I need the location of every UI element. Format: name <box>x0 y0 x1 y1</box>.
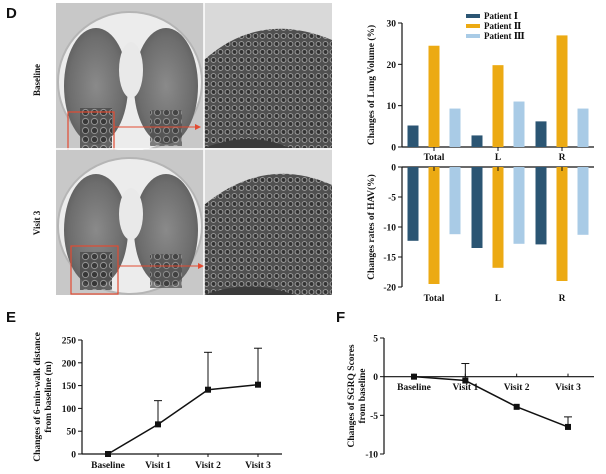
data-point <box>255 381 261 388</box>
y-tick-label: 10 <box>387 102 397 112</box>
walk-distance-chart: 0 50 100 150 200 250 Changes of 6-min-walk dis… <box>33 332 282 471</box>
ct-row1-label: Baseline <box>32 64 42 96</box>
x-tick-label: L <box>495 153 501 163</box>
y-tick-label: -10 <box>365 451 378 461</box>
legend-swatch <box>466 34 480 38</box>
bar <box>535 121 547 147</box>
y-tick-label: 0 <box>391 164 396 174</box>
legend-label: Patient Ⅰ <box>484 11 518 21</box>
data-point <box>155 421 161 428</box>
bar <box>492 65 504 147</box>
bar <box>577 108 589 147</box>
y-tick-label: -5 <box>388 194 396 204</box>
series-line <box>413 375 569 428</box>
data-point <box>462 377 469 384</box>
x-tick-label: Baseline <box>91 461 125 471</box>
legend-label: Patient Ⅲ <box>484 31 525 41</box>
y-tick-label: -20 <box>383 284 396 294</box>
y-axis-label: Changes of SGRQ Scoresfrom baseline <box>347 344 368 447</box>
hav-chart: 0 -5 -10 -15 -20 Changes rates of HAV(%) Total… <box>366 164 594 304</box>
y-axis-label: Changes rates of HAV(%) <box>366 174 377 280</box>
legend-swatch <box>466 14 480 18</box>
bar <box>428 45 440 147</box>
y-tick-label: 5 <box>373 335 378 345</box>
legend-swatch <box>466 24 480 28</box>
x-tick-label: Total <box>424 153 445 163</box>
bar <box>513 167 525 244</box>
bar <box>407 167 419 241</box>
x-tick-label: L <box>495 294 501 304</box>
bar <box>471 135 483 147</box>
y-tick-label: 30 <box>387 20 397 30</box>
y-tick-label: -15 <box>383 254 396 264</box>
x-tick-label: Total <box>424 294 445 304</box>
series-line <box>107 383 259 455</box>
bar <box>471 167 483 248</box>
x-tick-label: Baseline <box>397 383 431 393</box>
ct-visit3-zoom <box>204 150 332 295</box>
data-point <box>513 403 520 410</box>
y-tick-label: 250 <box>62 337 77 347</box>
data-point <box>565 423 571 430</box>
bar <box>577 167 589 235</box>
x-tick-label: Visit 3 <box>245 461 271 471</box>
ct-image-grid <box>56 3 332 295</box>
bar <box>556 167 568 281</box>
x-tick-label: Visit 3 <box>555 383 581 393</box>
ct-row2-label: Visit 3 <box>32 210 42 235</box>
data-point <box>105 451 111 457</box>
bar <box>513 101 525 147</box>
legend-label: Patient Ⅱ <box>484 21 522 31</box>
data-point <box>205 386 211 393</box>
data-point <box>411 373 417 380</box>
y-tick-label: 50 <box>67 428 77 438</box>
bar <box>535 167 547 245</box>
y-tick-label: 150 <box>62 382 77 392</box>
visit3-roi-box <box>70 245 119 295</box>
bar <box>492 167 504 268</box>
ct-visit3-full <box>56 150 204 295</box>
ct-baseline-full <box>56 3 204 158</box>
y-tick-label: -10 <box>383 224 396 234</box>
y-tick-label: 100 <box>62 405 77 415</box>
panel-label-e: E <box>6 309 16 326</box>
bar <box>556 35 568 147</box>
y-tick-label: 0 <box>391 144 396 154</box>
y-tick-label: 0 <box>373 373 378 383</box>
bar <box>407 125 419 147</box>
panel-label-d: D <box>6 5 17 22</box>
panel-label-f: F <box>336 309 345 326</box>
ct-baseline-zoom <box>204 3 332 148</box>
y-tick-label: 0 <box>71 451 76 461</box>
y-tick-label: 20 <box>387 61 397 71</box>
x-tick-label: Visit 1 <box>145 461 171 471</box>
bar <box>449 167 461 235</box>
y-axis-label: Changes of Lung Volume (%) <box>366 25 377 145</box>
x-tick-label: Visit 2 <box>195 461 221 471</box>
y-axis-label: Changes of 6-min-walk distancefrom basel… <box>33 332 54 462</box>
x-tick-label: Visit 2 <box>504 383 530 393</box>
bar <box>449 108 461 147</box>
bar <box>428 167 440 284</box>
x-tick-label: R <box>559 153 566 163</box>
x-tick-label: Visit 1 <box>452 383 478 393</box>
sgrq-chart: 5 0 -5 -10 Changes of SGRQ Scoresfrom baseli… <box>347 335 594 461</box>
y-tick-label: -5 <box>370 412 378 422</box>
x-tick-label: R <box>559 294 566 304</box>
lung-volume-chart: 0 10 20 30 Changes of Lung Volume (%) Total L R… <box>366 11 594 163</box>
y-tick-label: 200 <box>62 359 77 369</box>
